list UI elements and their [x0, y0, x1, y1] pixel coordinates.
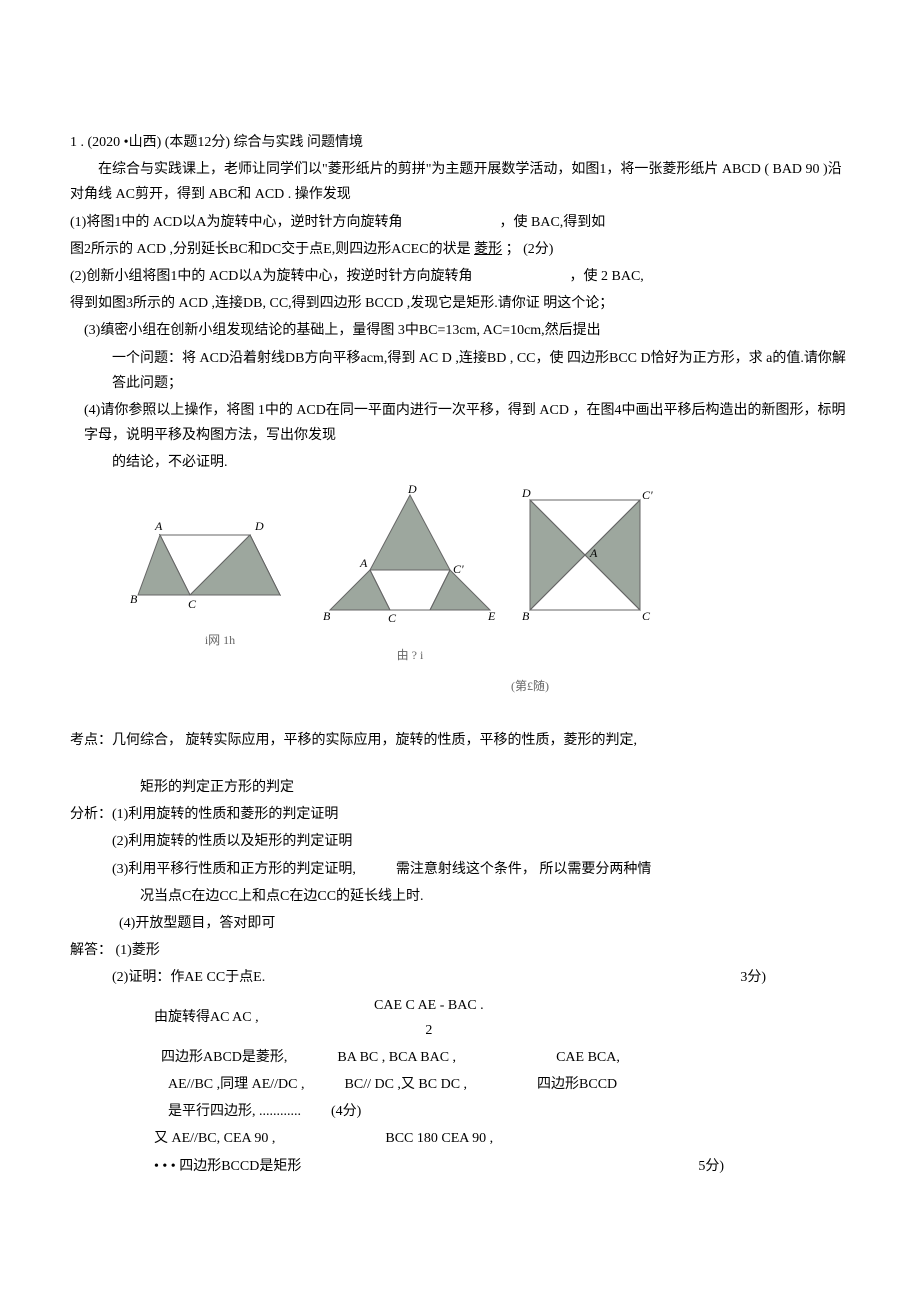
analysis-line3: (3)利用平移行性质和正方形的判定证明, 需注意射线这个条件， 所以需要分两种情	[70, 857, 850, 882]
svg-text:A: A	[589, 546, 598, 560]
question-3-line2: 一个问题：将 ACD沿着射线DB方向平移acm,得到 AC D ,连接BD , …	[70, 346, 850, 396]
solution-s2-l3b: BC// DC ,又 BC DC ,	[345, 1072, 468, 1097]
solution-s2-l3: AE//BC ,同理 AE//DC , BC// DC ,又 BC DC , 四…	[70, 1072, 850, 1097]
solution-s2-l5: • • • 四边形BCCD是矩形 5分)	[70, 1154, 850, 1179]
solution-s2-l2: 四边形ABCD是菱形, BA BC , BCA BAC , CAE BCA,	[70, 1045, 850, 1070]
analysis-line3a: (3)利用平移行性质和正方形的判定证明,	[112, 857, 356, 882]
svg-text:E: E	[487, 609, 496, 623]
solution-s2-l3de: 是平行四边形, ............ (4分)	[70, 1099, 850, 1124]
q1-line2-text: 图2所示的 ACD ,分别延长BC和DC交于点E,则四边形ACEC的状是	[70, 242, 471, 257]
solution-s2-l4b: BCC 180 CEA 90 ,	[385, 1126, 493, 1151]
solution-s2-l2c: CAE BCA,	[556, 1045, 620, 1070]
solution-s2-l2a: 四边形ABCD是菱形,	[161, 1045, 287, 1070]
analysis-line4: (4)开放型题目，答对即可	[70, 911, 850, 936]
analysis-line3c: 况当点C在边CC上和点C在边CC的延长线上时.	[70, 884, 850, 909]
q1-answer: 菱形	[474, 242, 502, 257]
svg-text:D: D	[254, 519, 264, 533]
figure-2-caption: 由 ? i	[320, 645, 500, 667]
solution-s2-l3d: 是平行四边形, ............	[168, 1099, 301, 1124]
svg-text:C: C	[188, 597, 197, 611]
figure-row: A D B C i网 1h D A C' B C E 由 ? i	[70, 485, 850, 666]
question-number: 1 . (2020 •山西) (本题12分) 综合与实践 问题情境	[70, 130, 850, 155]
question-2-line2: 得到如图3所示的 ACD ,连接DB, CC,得到四边形 BCCD ,发现它是矩…	[70, 291, 850, 316]
analysis-line3b: 需注意射线这个条件， 所以需要分两种情	[396, 857, 652, 882]
intro-text: 在综合与实践课上，老师让同学们以"菱形纸片的剪拼"为主题开展数学活动，如图1，将…	[70, 157, 850, 207]
analysis-heading: 考点：几何综合， 旋转实际应用，平移的实际应用，旋转的性质，平移的性质，菱形的判…	[70, 728, 850, 753]
question-2: (2)创新小组将图1中的 ACD以A为旋转中心，按逆时针方向旋转角 ，使 2 B…	[70, 264, 850, 289]
svg-text:D: D	[407, 485, 417, 496]
solution-header: 解答： (1)菱形	[70, 938, 850, 963]
solution-s2-l5a: • • • 四边形BCCD是矩形	[154, 1154, 301, 1179]
q1-tail: ； (2分)	[506, 242, 554, 257]
solution-s2-l3a: AE//BC ,同理 AE//DC ,	[168, 1072, 305, 1097]
svg-text:C': C'	[453, 562, 464, 576]
q2-text-b: ，使 2 BAC,	[570, 269, 644, 284]
q2-text-a: (2)创新小组将图1中的 ACD以A为旋转中心，按逆时针方向旋转角	[70, 269, 473, 284]
question-4-line1: (4)请你参照以上操作，将图 1中的 ACD在同一平面内进行一次平移，得到 AC…	[70, 398, 850, 448]
question-4-line2: 的结论，不必证明.	[70, 450, 850, 475]
solution-s2-l2b: BA BC , BCA BAC ,	[337, 1045, 456, 1070]
solution-s2-l1c: 2	[425, 1023, 432, 1038]
analysis-line2: (2)利用旋转的性质以及矩形的判定证明	[70, 829, 850, 854]
solution-s2-l4: 又 AE//BC, CEA 90 , BCC 180 CEA 90 ,	[70, 1126, 850, 1151]
svg-text:C: C	[388, 611, 397, 625]
solution-s2-label: (2)证明：作AE CC于点E.	[112, 965, 265, 990]
figure-1: A D B C i网 1h	[130, 485, 310, 666]
svg-text:C': C'	[642, 488, 653, 502]
svg-text:D: D	[521, 486, 531, 500]
svg-text:A: A	[154, 519, 163, 533]
svg-text:C: C	[642, 609, 651, 623]
q1-text-b: ，使 BAC,得到如	[500, 215, 606, 230]
q1-text-a: (1)将图1中的 ACD以A为旋转中心，逆时针方向旋转角	[70, 215, 403, 230]
question-1-line2: 图2所示的 ACD ,分别延长BC和DC交于点E,则四边形ACEC的状是 菱形 …	[70, 237, 850, 262]
analysis-line1: 分析：(1)利用旋转的性质和菱形的判定证明	[70, 802, 850, 827]
svg-text:A: A	[359, 556, 368, 570]
solution-s1: (1)菱形	[116, 943, 160, 958]
solution-s2-l3e: (4分)	[331, 1099, 361, 1124]
svg-text:B: B	[323, 609, 331, 623]
solution-label: 解答：	[70, 943, 112, 958]
solution-s2-l1: 由旋转得AC AC , CAE C AE - BAC . 2	[70, 993, 850, 1043]
solution-s2-header: (2)证明：作AE CC于点E. 3分)	[70, 965, 850, 990]
svg-text:B: B	[522, 609, 530, 623]
solution-s2-l3c: 四边形BCCD	[537, 1072, 617, 1097]
solution-s2-l1b: CAE C AE - BAC .	[374, 998, 484, 1013]
question-1: (1)将图1中的 ACD以A为旋转中心，逆时针方向旋转角 ，使 BAC,得到如	[70, 210, 850, 235]
solution-s2-l5b: 5分)	[698, 1154, 724, 1179]
figure-main-caption: (第£随)	[70, 676, 850, 698]
figure-1-caption: i网 1h	[130, 630, 310, 652]
figure-2: D A C' B C E 由 ? i	[320, 485, 500, 666]
solution-s2-l1a: 由旋转得AC AC ,	[154, 1005, 374, 1030]
figure-3: D C' A B C	[510, 485, 660, 666]
solution-s2-l4a: 又 AE//BC, CEA 90 ,	[154, 1126, 275, 1151]
svg-text:B: B	[130, 592, 138, 606]
analysis-sub: 矩形的判定正方形的判定	[70, 775, 850, 800]
solution-s2-score: 3分)	[740, 965, 766, 990]
question-3-line1: (3)缜密小组在创新小组发现结论的基础上，量得图 3中BC=13cm, AC=1…	[70, 318, 850, 343]
